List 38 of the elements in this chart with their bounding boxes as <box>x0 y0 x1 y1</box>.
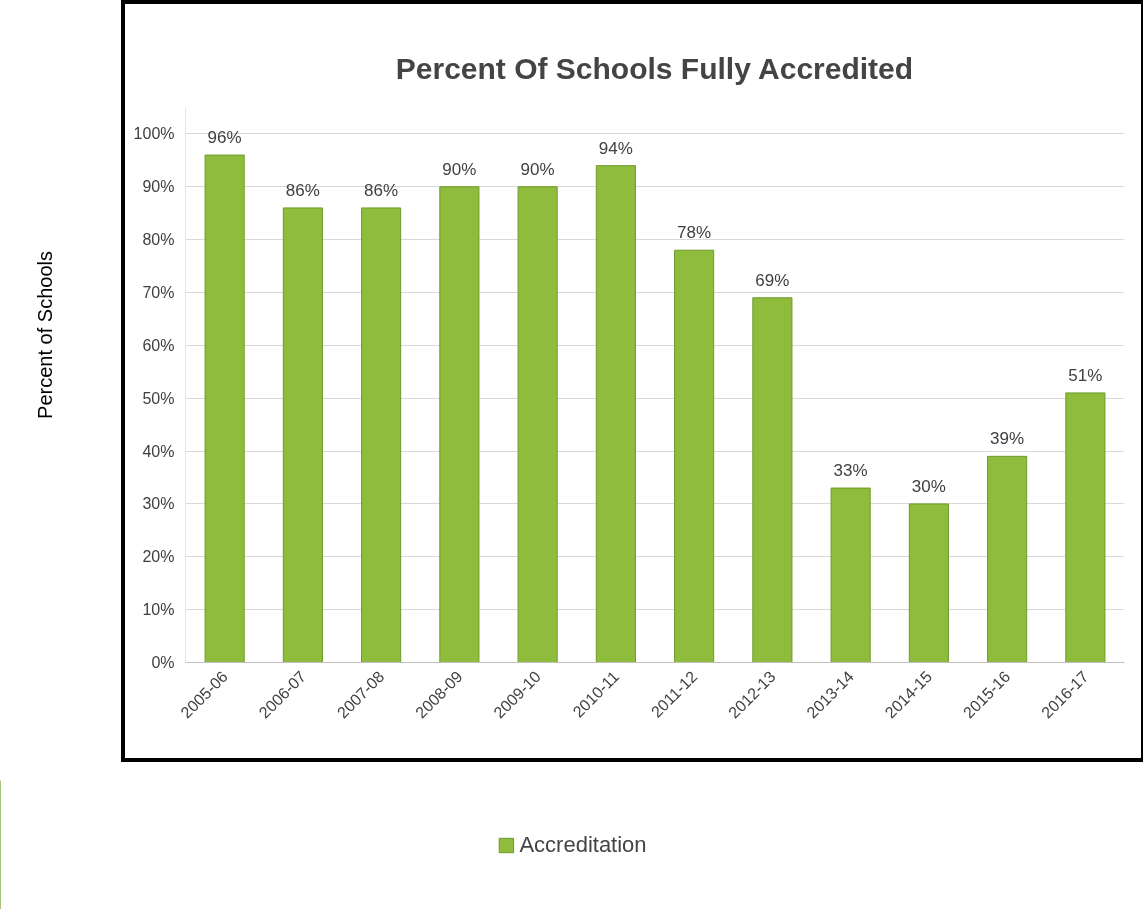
data-label: 33% <box>833 461 868 481</box>
bar <box>361 207 402 663</box>
y-tick-label: 0% <box>151 654 175 671</box>
bar <box>282 207 323 663</box>
y-tick-label: 10% <box>142 601 175 619</box>
y-tick-label: 90% <box>142 178 175 196</box>
y-tick-label: 60% <box>142 336 175 354</box>
data-label: 69% <box>755 270 790 290</box>
bar <box>595 165 636 663</box>
y-tick-label: 80% <box>142 231 175 249</box>
data-label: 90% <box>442 159 477 179</box>
y-tick-label: 70% <box>142 284 175 301</box>
data-label: 90% <box>520 159 555 179</box>
bar <box>987 455 1028 663</box>
data-label: 86% <box>285 180 320 200</box>
y-tick-label: 40% <box>142 442 175 460</box>
legend-label: Accreditation <box>519 832 647 858</box>
y-tick-label: 50% <box>142 389 175 407</box>
bar <box>908 503 949 663</box>
data-label: 86% <box>364 180 399 200</box>
bar <box>830 487 871 663</box>
data-label: 39% <box>990 429 1025 449</box>
y-tick-label: 30% <box>142 495 175 513</box>
data-label: 94% <box>598 138 633 158</box>
bar <box>517 186 558 663</box>
data-label: 96% <box>207 128 242 148</box>
bar <box>752 297 793 663</box>
bar <box>1065 392 1106 663</box>
bar <box>439 186 480 663</box>
data-label: 30% <box>911 476 946 496</box>
data-label: 51% <box>1068 365 1103 385</box>
bar <box>674 249 715 663</box>
bar <box>204 154 245 663</box>
y-tick-label: 100% <box>133 125 175 143</box>
y-axis-title: Percent of Schools <box>32 251 57 419</box>
data-label: 78% <box>677 223 712 243</box>
y-tick-label: 20% <box>142 548 175 566</box>
chart-title: Percent Of Schools Fully Accredited <box>395 52 914 85</box>
